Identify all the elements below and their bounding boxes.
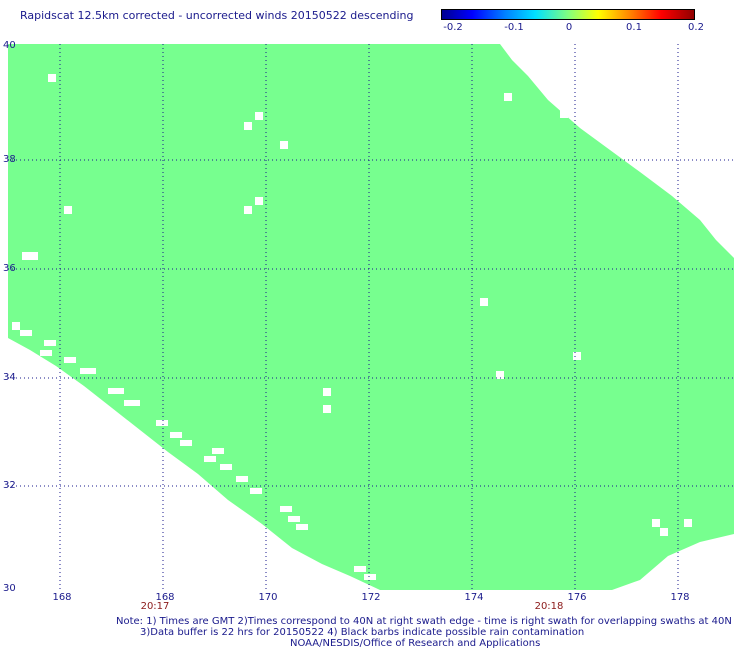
lat-label: 40 bbox=[3, 40, 16, 51]
lat-lon-gridlines bbox=[8, 44, 734, 590]
colorbar bbox=[441, 9, 695, 20]
time-label: 20:17 bbox=[140, 601, 170, 612]
colorbar-tick-label: -0.2 bbox=[443, 22, 463, 33]
lon-label: 170 bbox=[258, 592, 278, 603]
lon-label: 172 bbox=[361, 592, 381, 603]
swath-coverage-area bbox=[8, 44, 734, 590]
lon-label: 176 bbox=[567, 592, 587, 603]
lon-label: 168 bbox=[52, 592, 72, 603]
colorbar-tick-label: 0.2 bbox=[688, 22, 704, 33]
map-title: Rapidscat 12.5km corrected - uncorrected… bbox=[20, 9, 414, 22]
colorbar-tick-label: -0.1 bbox=[504, 22, 524, 33]
missing-data-cells bbox=[12, 74, 692, 580]
lat-label: 34 bbox=[3, 372, 16, 383]
note-line-3: NOAA/NESDIS/Office of Research and Appli… bbox=[290, 638, 541, 649]
colorbar-tick-label: 0.1 bbox=[626, 22, 642, 33]
lat-label: 36 bbox=[3, 263, 16, 274]
time-label: 20:18 bbox=[534, 601, 564, 612]
colorbar-tick-label: 0 bbox=[565, 22, 573, 33]
lon-label: 178 bbox=[670, 592, 690, 603]
note-line-1: Note: 1) Times are GMT 2)Times correspon… bbox=[116, 616, 732, 627]
lon-label: 168 bbox=[155, 592, 175, 603]
lat-label: 32 bbox=[3, 480, 16, 491]
lat-label: 30 bbox=[3, 583, 16, 594]
lon-label: 174 bbox=[464, 592, 484, 603]
note-line-2: 3)Data buffer is 22 hrs for 20150522 4) … bbox=[140, 627, 585, 638]
lat-label: 38 bbox=[3, 154, 16, 165]
